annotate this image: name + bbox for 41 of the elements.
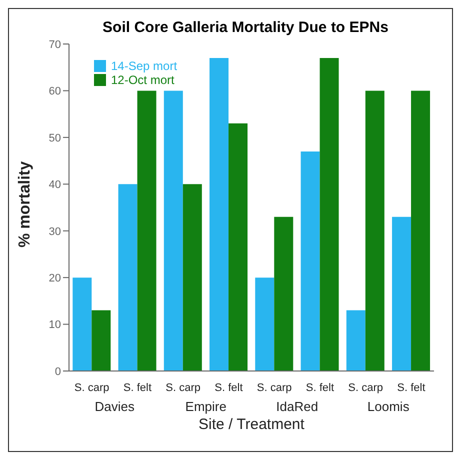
y-tick-label: 0 — [54, 366, 61, 378]
x-tick-label: S. felt — [123, 382, 152, 394]
bar — [392, 216, 412, 371]
x-axis-title: Site / Treatment — [198, 416, 306, 433]
x-tick-label: S. carp — [74, 382, 110, 394]
y-tick-label: 10 — [48, 319, 61, 332]
y-tick-label: 20 — [48, 272, 61, 284]
text: Loomis — [367, 399, 410, 414]
bar — [182, 184, 202, 371]
bar — [164, 90, 183, 371]
x-tick-label: S. carp — [256, 382, 292, 394]
bar — [274, 216, 294, 371]
bar — [300, 151, 320, 371]
bar — [137, 90, 156, 371]
legend-label: 12-Oct mort — [110, 73, 176, 87]
text: Davies — [94, 399, 135, 414]
legend-label: 14-Sep mort — [110, 59, 178, 73]
bar — [118, 184, 138, 371]
text: Empire — [185, 399, 226, 414]
bar — [320, 58, 339, 371]
y-tick-label: 40 — [48, 179, 61, 192]
bar — [92, 310, 111, 371]
bar — [411, 90, 430, 371]
x-tick-label: S. felt — [214, 382, 243, 394]
x-tick-label: S. carp — [348, 382, 383, 394]
bar — [72, 278, 92, 371]
bar — [346, 310, 366, 371]
y-axis-title: % mortality — [16, 161, 34, 248]
bar — [255, 278, 274, 371]
x-tick-label: S. felt — [306, 382, 334, 394]
bar — [210, 58, 229, 371]
y-tick-label: 30 — [48, 226, 61, 238]
x-tick-label: S. felt — [397, 382, 426, 394]
bar — [365, 90, 384, 371]
bar — [228, 123, 248, 371]
y-tick-label: 70 — [48, 38, 61, 51]
text: IdaRed — [276, 399, 318, 414]
x-tick-label: S. carp — [166, 382, 200, 394]
y-tick-label: 50 — [48, 132, 61, 144]
chart-title: Soil Core Galleria Mortality Due to EPNs — [102, 19, 390, 36]
y-tick-label: 60 — [48, 86, 61, 98]
